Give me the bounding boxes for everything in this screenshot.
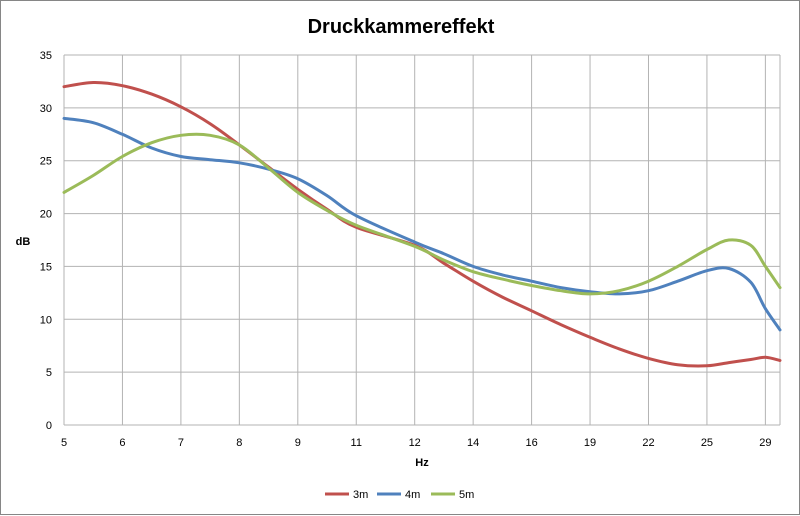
chart-title: Druckkammereffekt <box>308 16 495 38</box>
legend-label-3m: 3m <box>353 489 368 501</box>
y-tick-label: 10 <box>40 314 52 326</box>
series-line-3m <box>62 80 782 368</box>
legend-label-4m: 4m <box>405 489 420 501</box>
y-tick-label: 5 <box>46 367 52 379</box>
x-tick-label: 9 <box>295 437 301 449</box>
x-tick-label: 29 <box>759 437 771 449</box>
y-axis-label: dB <box>16 236 31 248</box>
x-tick-label: 12 <box>409 437 421 449</box>
gridlines <box>63 54 781 426</box>
legend-label-5m: 5m <box>459 489 474 501</box>
series-line-5m <box>62 132 782 296</box>
x-tick-label: 22 <box>642 437 654 449</box>
y-tick-label: 35 <box>40 50 52 62</box>
x-tick-label: 7 <box>178 437 184 449</box>
x-tick-label: 11 <box>351 437 362 449</box>
series-line-4m <box>62 116 782 332</box>
x-tick-label: 19 <box>584 437 596 449</box>
series-lines <box>62 80 782 368</box>
x-tick-label: 8 <box>236 437 242 449</box>
y-tick-label: 25 <box>40 156 52 168</box>
y-tick-label: 15 <box>40 261 52 273</box>
x-tick-label: 14 <box>467 437 479 449</box>
y-tick-label: 30 <box>40 103 52 115</box>
legend: 3m 4m 5m <box>325 489 474 501</box>
y-tick-label: 20 <box>40 209 52 221</box>
x-tick-label: 25 <box>701 437 713 449</box>
x-tick-label: 16 <box>525 437 537 449</box>
y-tick-label: 0 <box>46 420 52 432</box>
x-tick-label: 5 <box>61 437 67 449</box>
x-tick-label: 6 <box>119 437 125 449</box>
x-axis-label: Hz <box>415 457 429 469</box>
